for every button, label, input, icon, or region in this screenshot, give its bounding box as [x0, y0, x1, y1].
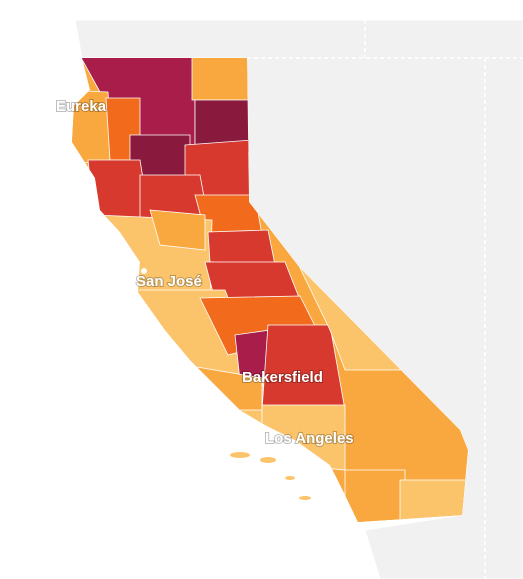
city-dot	[141, 268, 147, 274]
city-label: Bakersfield	[242, 369, 323, 386]
state-borders	[247, 20, 523, 579]
city-label: Los Angeles	[265, 430, 354, 447]
city-label: San José	[136, 273, 202, 290]
islands	[230, 452, 311, 500]
city-label: Eureka	[56, 98, 107, 115]
